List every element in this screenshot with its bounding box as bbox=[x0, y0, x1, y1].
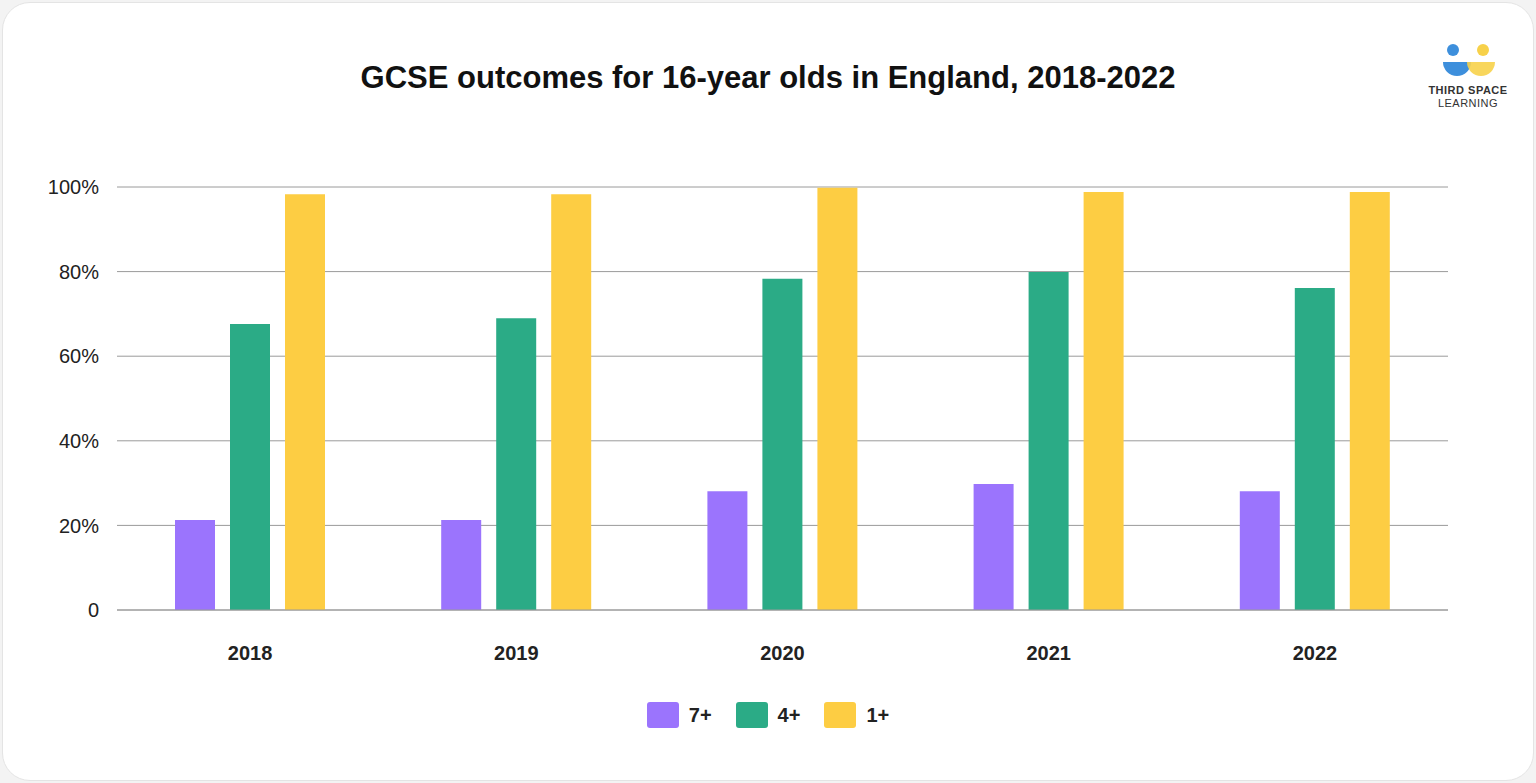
svg-text:0: 0 bbox=[88, 599, 99, 621]
svg-text:100%: 100% bbox=[48, 176, 99, 198]
html-text:GCSE outcomes for 16-year olds: GCSE outcomes for 16-year olds in Englan… bbox=[360, 60, 1176, 95]
svg-text:80%: 80% bbox=[59, 261, 99, 283]
html-text:1+: 1+ bbox=[866, 703, 890, 726]
svg-text:2021: 2021 bbox=[1026, 642, 1071, 664]
html-text:THIRD SPACE: THIRD SPACE bbox=[1428, 84, 1508, 96]
svg-text:2022: 2022 bbox=[1293, 642, 1338, 664]
svg-text:2018: 2018 bbox=[228, 642, 273, 664]
svg-text:2019: 2019 bbox=[494, 642, 539, 664]
html-text:4+: 4+ bbox=[777, 703, 801, 726]
html-text:7+: 7+ bbox=[688, 703, 712, 726]
svg-text:40%: 40% bbox=[59, 430, 99, 452]
svg-text:2020: 2020 bbox=[760, 642, 805, 664]
html-text:LEARNING: LEARNING bbox=[1437, 97, 1499, 109]
svg-text:60%: 60% bbox=[59, 345, 99, 367]
svg-text:20%: 20% bbox=[59, 515, 99, 537]
